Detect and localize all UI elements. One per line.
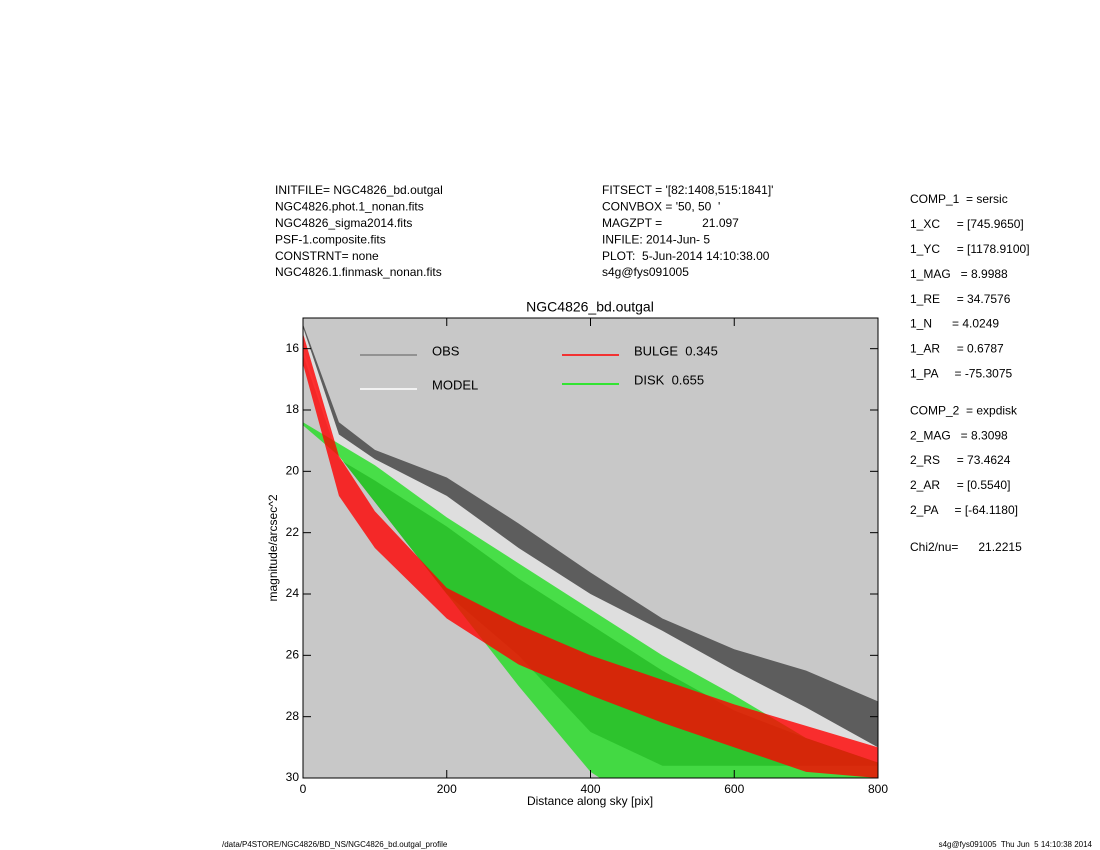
band: [303, 324, 878, 766]
x-tick-label: 0: [300, 782, 307, 796]
x-tick-label: 800: [868, 782, 888, 796]
y-axis-label: magnitude/arcsec^2: [266, 494, 280, 601]
y-tick-label: 24: [286, 586, 300, 600]
param-line: COMP_2 = expdisk: [910, 403, 1018, 417]
footer-right: s4g@fys091005 Thu Jun 5 14:10:38 2014: [939, 840, 1093, 849]
param-line: 1_PA = -75.3075: [910, 366, 1013, 380]
header-left-line: NGC4826.1.finmask_nonan.fits: [275, 265, 442, 279]
y-tick-label: 26: [286, 648, 300, 662]
header-left-line: PSF-1.composite.fits: [275, 232, 386, 246]
footer-left: /data/P4STORE/NGC4826/BD_NS/NGC4826_bd.o…: [222, 840, 448, 849]
chart-title: NGC4826_bd.outgal: [526, 299, 654, 315]
y-tick-label: 16: [286, 341, 300, 355]
x-axis-label: Distance along sky [pix]: [527, 794, 653, 808]
param-line: 2_RS = 73.4624: [910, 453, 1011, 467]
y-tick-label: 28: [286, 709, 300, 723]
header-mid-line: s4g@fys091005: [602, 265, 689, 279]
param-line: 2_MAG = 8.3098: [910, 428, 1008, 442]
param-line: 2_AR = [0.5540]: [910, 478, 1010, 492]
legend-label: MODEL: [432, 377, 478, 392]
header-left-line: NGC4826_sigma2014.fits: [275, 216, 412, 230]
param-line: 1_RE = 34.7576: [910, 292, 1011, 306]
legend-label: DISK 0.655: [634, 372, 704, 387]
x-tick-label: 400: [580, 782, 600, 796]
x-tick-label: 600: [724, 782, 744, 796]
plot-area: [303, 324, 878, 778]
y-tick-label: 22: [286, 525, 300, 539]
header-left-line: CONSTRNT= none: [275, 249, 379, 263]
header-mid-line: PLOT: 5-Jun-2014 14:10:38.00: [602, 249, 770, 263]
param-line: 1_AR = 0.6787: [910, 342, 1004, 356]
header-mid-line: FITSECT = '[82:1408,515:1841]': [602, 183, 773, 197]
param-line: Chi2/nu= 21.2215: [910, 540, 1022, 554]
param-line: 1_MAG = 8.9988: [910, 267, 1008, 281]
header-left-line: NGC4826.phot.1_nonan.fits: [275, 200, 424, 214]
header-mid-line: MAGZPT = 21.097: [602, 216, 739, 230]
y-tick-label: 18: [286, 402, 300, 416]
param-line: 1_XC = [745.9650]: [910, 217, 1024, 231]
param-line: 2_PA = [-64.1180]: [910, 503, 1018, 517]
band: [303, 333, 878, 778]
y-tick-label: 20: [286, 464, 300, 478]
legend-label: BULGE 0.345: [634, 343, 718, 358]
x-tick-label: 200: [437, 782, 457, 796]
header-left-line: INITFILE= NGC4826_bd.outgal: [275, 183, 443, 197]
param-line: 1_N = 4.0249: [910, 317, 999, 331]
param-line: COMP_1 = sersic: [910, 192, 1008, 206]
y-tick-label: 30: [286, 770, 300, 784]
header-mid-line: INFILE: 2014-Jun- 5: [602, 232, 710, 246]
header-mid-line: CONVBOX = '50, 50 ': [602, 200, 720, 214]
param-line: 1_YC = [1178.9100]: [910, 242, 1030, 256]
band: [303, 327, 878, 763]
band: [303, 422, 878, 778]
legend-label: OBS: [432, 343, 460, 358]
